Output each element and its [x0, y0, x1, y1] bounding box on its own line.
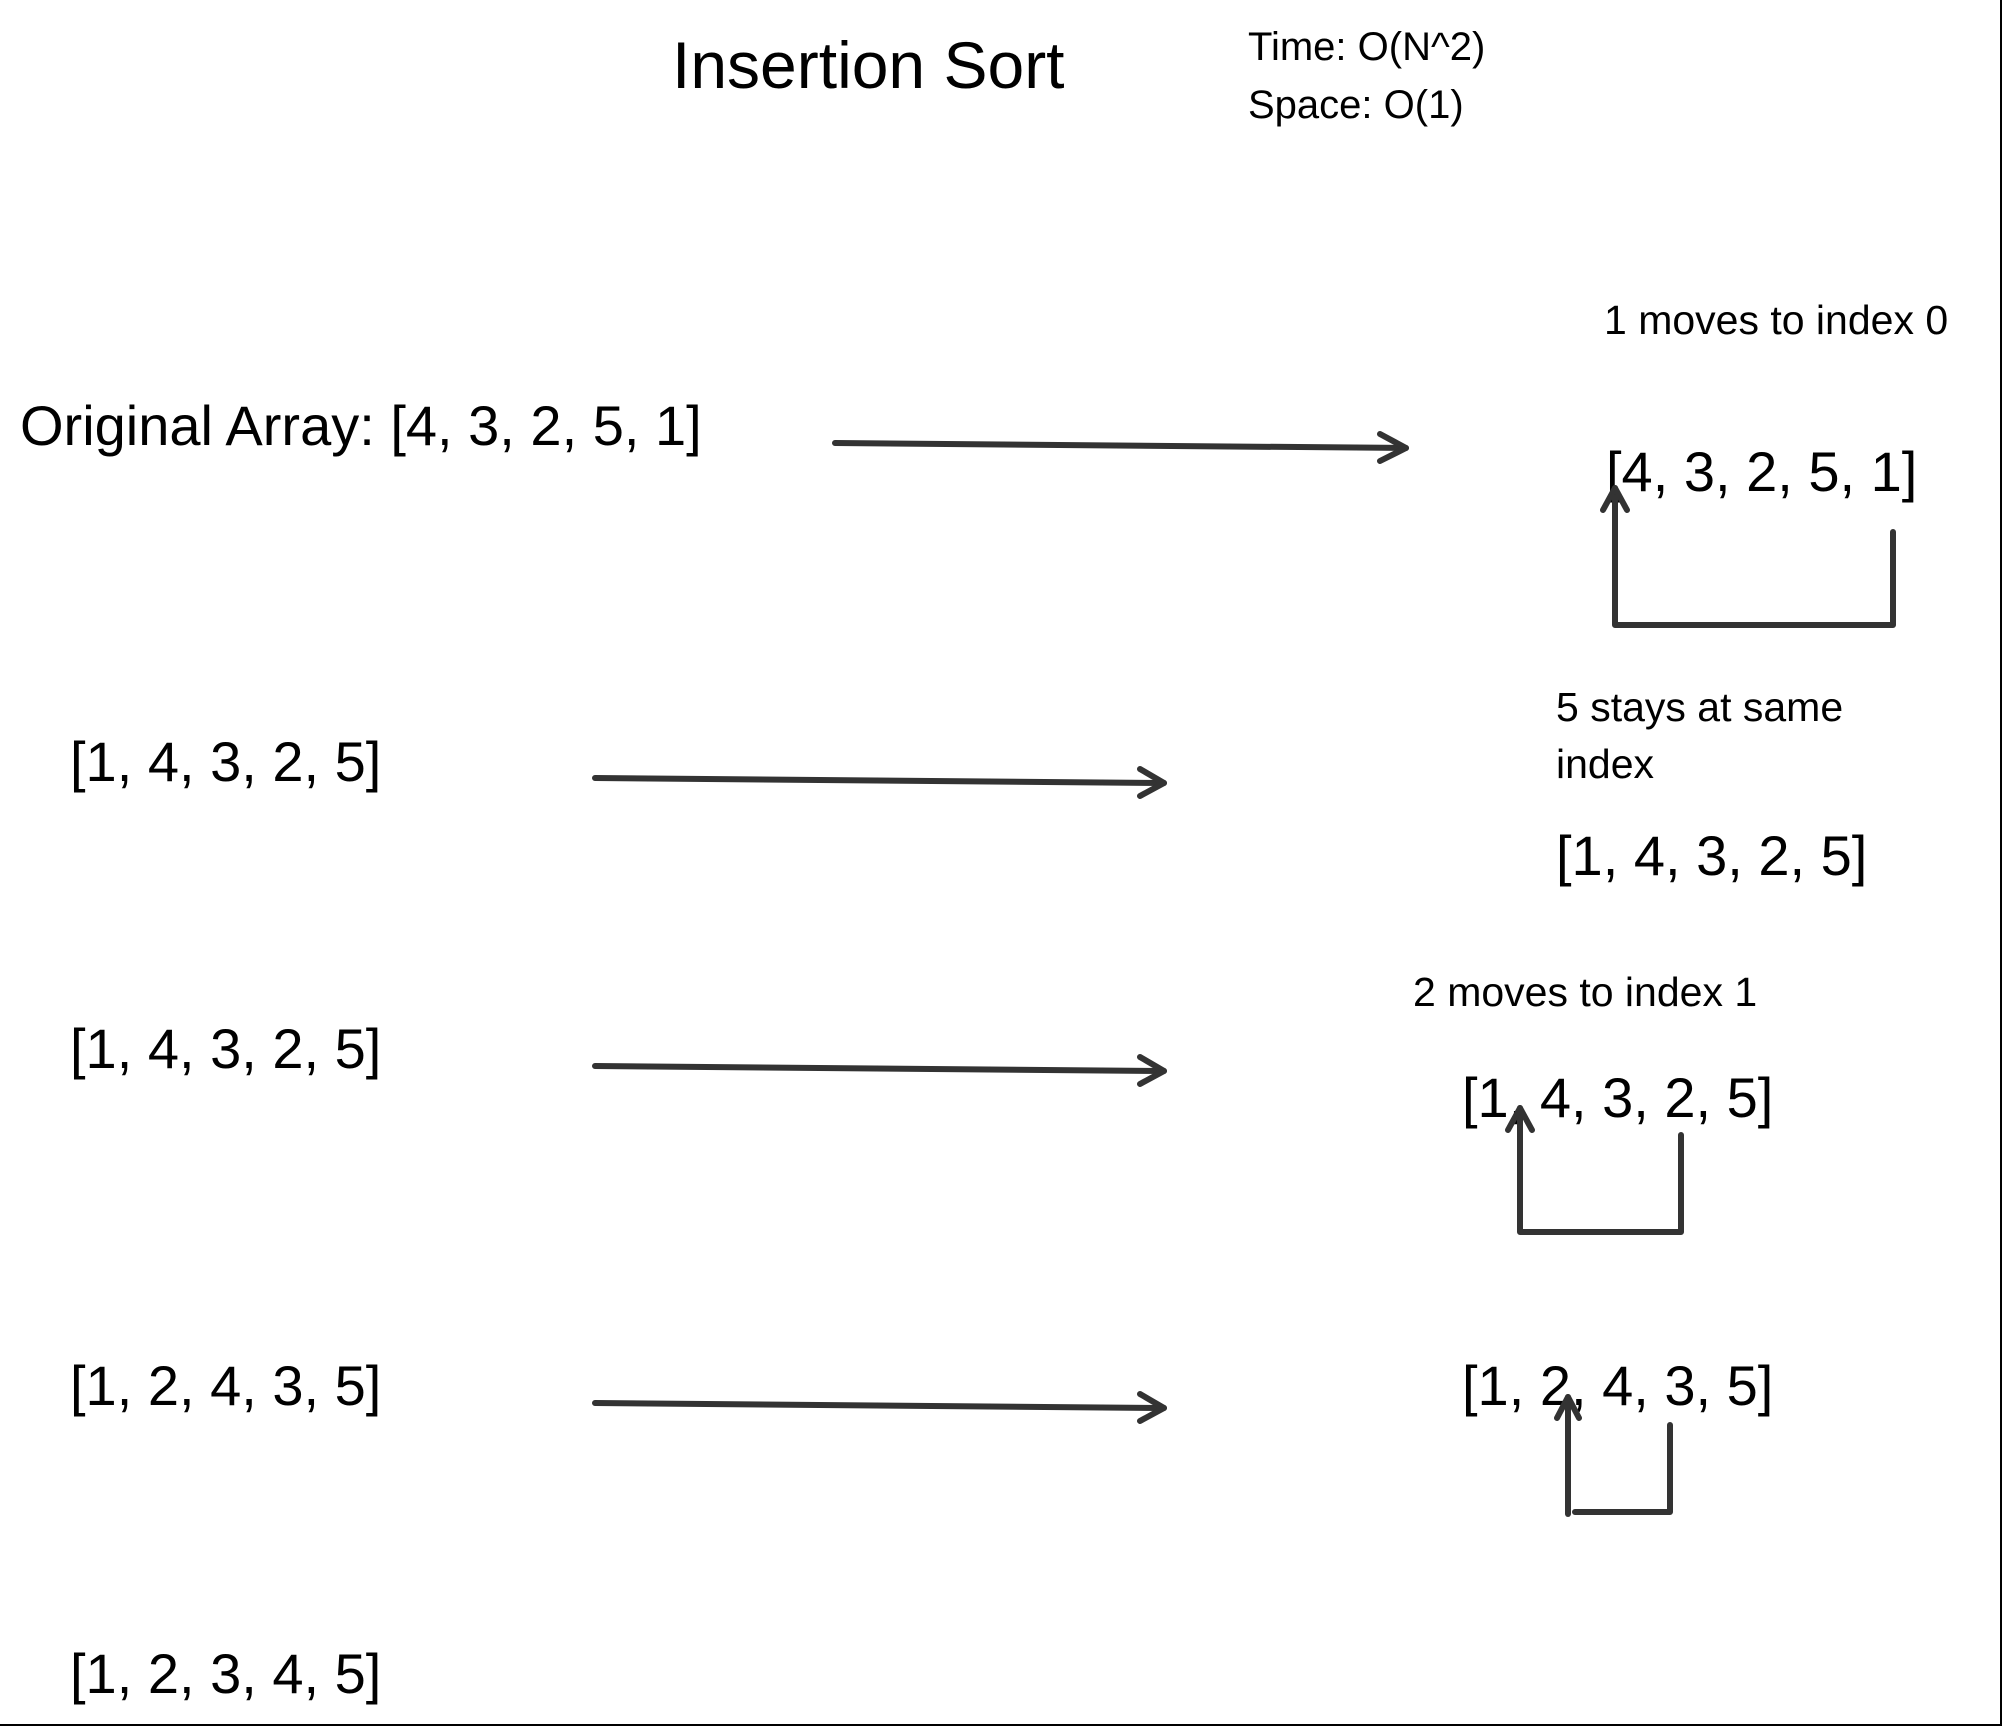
right-array-4: [1, 2, 4, 3, 5]: [1462, 1354, 1774, 1417]
move-bracket-3: [1554, 1394, 1673, 1517]
move-bracket-1: [1600, 485, 1896, 628]
original-array-label: Original Array: [4, 3, 2, 5, 1]: [20, 394, 702, 457]
arrow-right-2: [592, 766, 1167, 799]
diagram-title: Insertion Sort: [672, 28, 1065, 102]
right-array-1: [4, 3, 2, 5, 1]: [1606, 440, 1918, 503]
arrow-right-4: [592, 1391, 1167, 1424]
left-array-final: [1, 2, 3, 4, 5]: [70, 1642, 382, 1705]
left-array-step-3: [1, 2, 4, 3, 5]: [70, 1354, 382, 1417]
left-array-step-1: [1, 4, 3, 2, 5]: [70, 730, 382, 793]
arrow-right-3: [592, 1054, 1167, 1087]
space-complexity: Space: O(1): [1248, 83, 1464, 127]
left-array-step-2: [1, 4, 3, 2, 5]: [70, 1017, 382, 1080]
right-array-2: [1, 4, 3, 2, 5]: [1556, 824, 1868, 887]
note-2-moves-to-index-1: 2 moves to index 1: [1413, 969, 1758, 1015]
move-bracket-2: [1505, 1105, 1684, 1235]
note-5-stays: 5 stays at same index: [1556, 684, 1844, 788]
time-complexity: Time: O(N^2): [1248, 25, 1486, 69]
arrow-right-1: [832, 431, 1409, 464]
note-1-moves-to-index-0: 1 moves to index 0: [1604, 297, 1949, 343]
